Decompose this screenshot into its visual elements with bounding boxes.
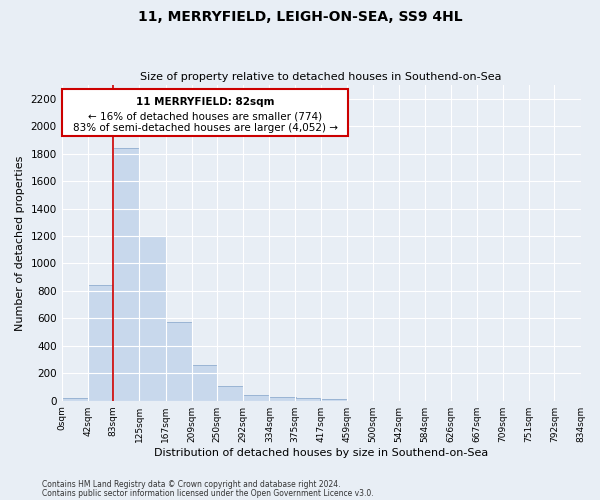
Bar: [139, 236, 166, 400]
Text: 83% of semi-detached houses are larger (4,052) →: 83% of semi-detached houses are larger (…: [73, 124, 338, 134]
Bar: [113, 148, 139, 401]
Bar: [321, 398, 347, 400]
Text: 11 MERRYFIELD: 82sqm: 11 MERRYFIELD: 82sqm: [136, 96, 275, 106]
Bar: [295, 398, 320, 400]
Bar: [88, 286, 113, 401]
Bar: [62, 398, 88, 400]
Bar: [166, 322, 191, 400]
Bar: [191, 365, 217, 400]
X-axis label: Distribution of detached houses by size in Southend-on-Sea: Distribution of detached houses by size …: [154, 448, 488, 458]
Text: Contains public sector information licensed under the Open Government Licence v3: Contains public sector information licen…: [42, 488, 374, 498]
Bar: [244, 395, 269, 400]
Text: ← 16% of detached houses are smaller (774): ← 16% of detached houses are smaller (77…: [88, 111, 322, 121]
Bar: [269, 396, 296, 400]
Title: Size of property relative to detached houses in Southend-on-Sea: Size of property relative to detached ho…: [140, 72, 502, 82]
FancyBboxPatch shape: [62, 89, 349, 136]
Y-axis label: Number of detached properties: Number of detached properties: [15, 155, 25, 330]
Text: Contains HM Land Registry data © Crown copyright and database right 2024.: Contains HM Land Registry data © Crown c…: [42, 480, 341, 489]
Text: 11, MERRYFIELD, LEIGH-ON-SEA, SS9 4HL: 11, MERRYFIELD, LEIGH-ON-SEA, SS9 4HL: [137, 10, 463, 24]
Bar: [217, 386, 244, 400]
